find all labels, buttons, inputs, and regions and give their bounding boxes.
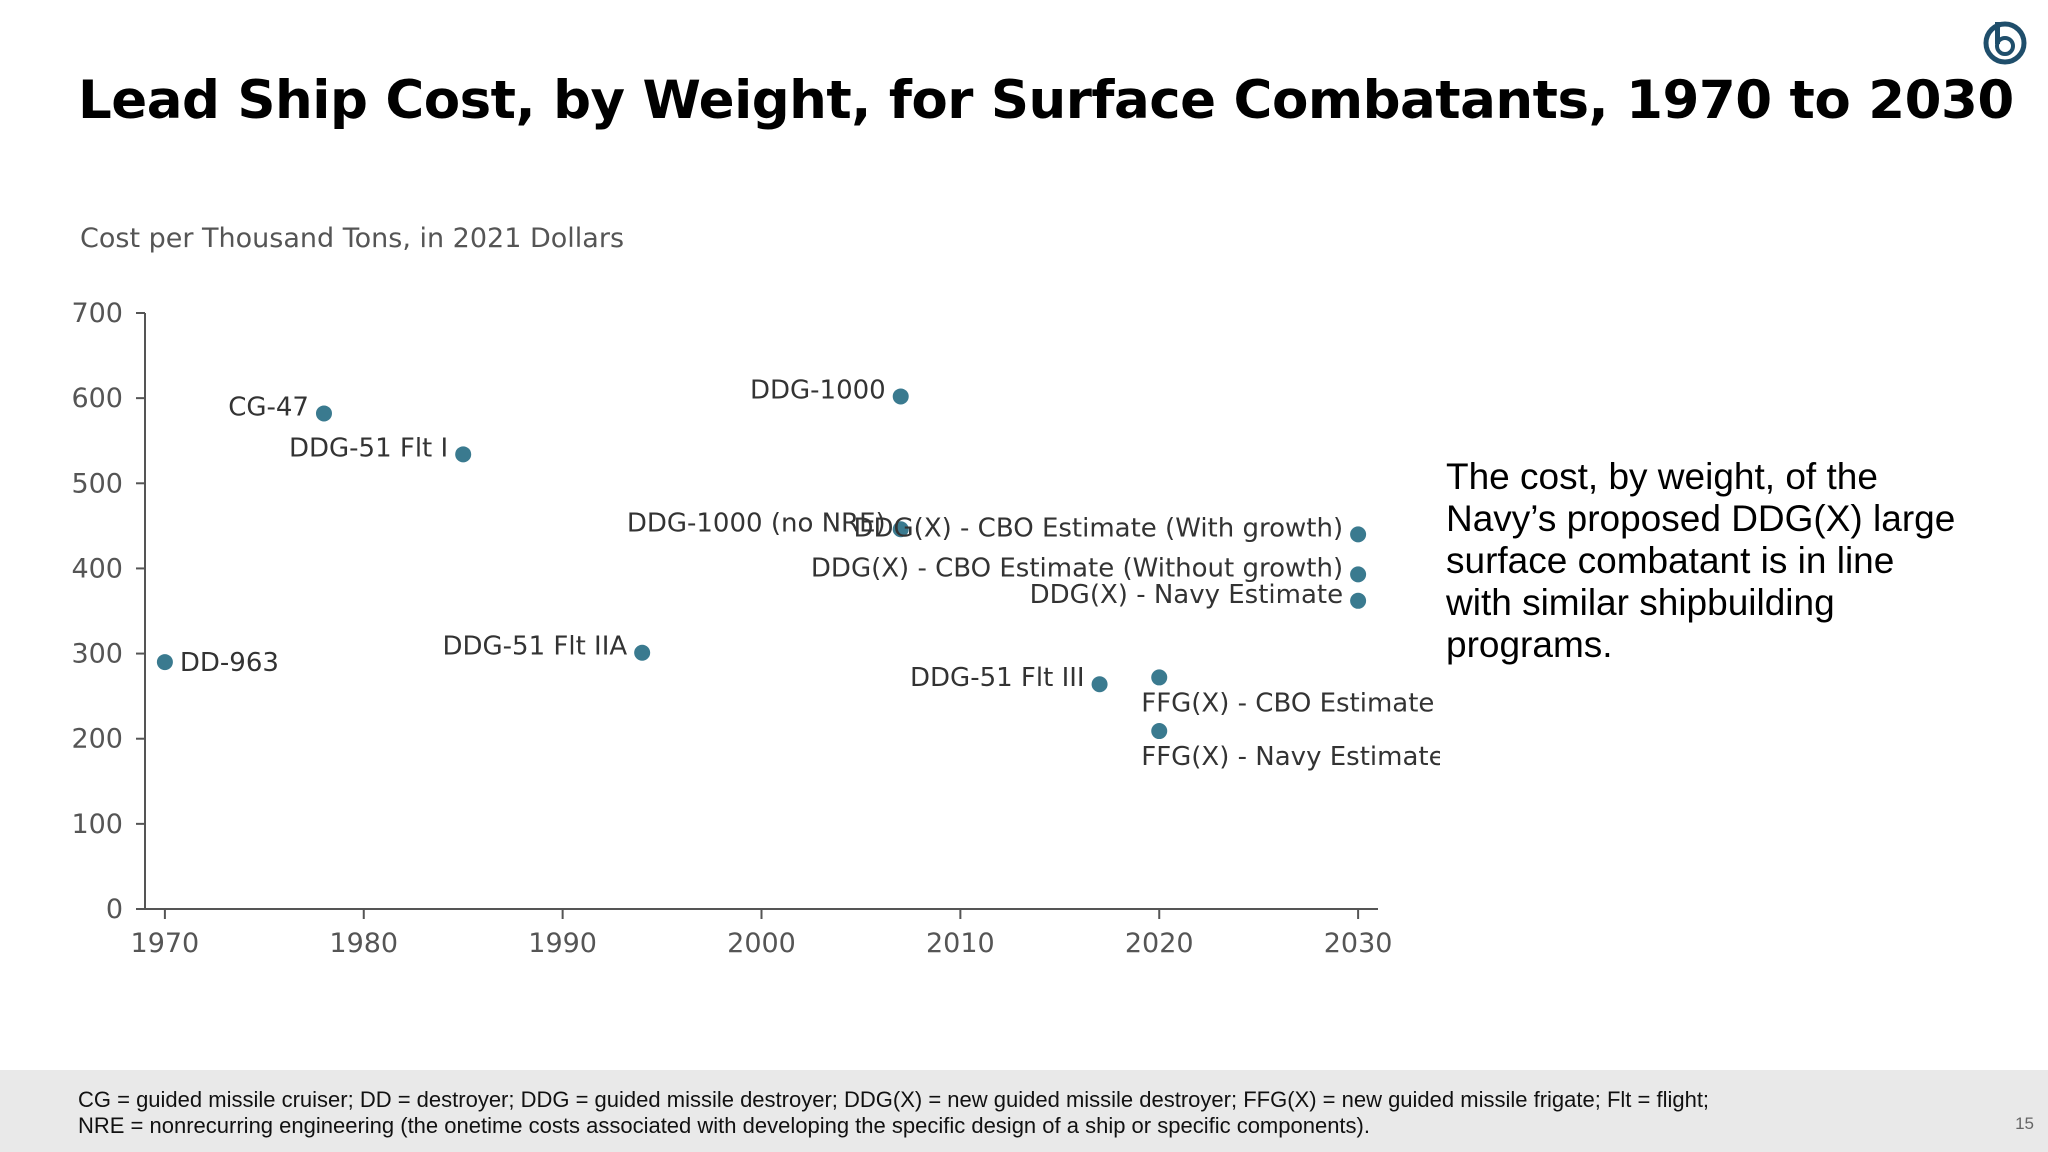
data-point xyxy=(1350,566,1367,583)
footnote-line-1: CG = guided missile cruiser; DD = destro… xyxy=(78,1087,1710,1112)
x-tick-label: 2010 xyxy=(926,928,995,959)
data-point xyxy=(1151,669,1168,686)
data-point-label: CG-47 xyxy=(228,392,309,422)
y-tick-label: 100 xyxy=(71,809,123,840)
data-point-label: DDG(X) - CBO Estimate (Without growth) xyxy=(811,553,1343,583)
data-point xyxy=(892,521,909,538)
data-point xyxy=(634,644,651,661)
y-tick-label: 400 xyxy=(71,553,123,584)
callout-text: The cost, by weight, of the Navy’s propo… xyxy=(1446,456,1956,665)
slide-title: Lead Ship Cost, by Weight, for Surface C… xyxy=(78,70,2014,131)
page-number: 15 xyxy=(2015,1114,2034,1133)
data-point xyxy=(892,388,909,405)
y-tick-label: 500 xyxy=(71,468,123,499)
data-point-label: DDG-51 Flt III xyxy=(910,663,1085,693)
x-tick-label: 1990 xyxy=(528,928,597,959)
cbo-logo-icon xyxy=(1983,21,2027,65)
y-tick-label: 300 xyxy=(71,639,123,670)
x-tick-label: 1980 xyxy=(329,928,398,959)
data-point-label: DDG-1000 (no NRE) xyxy=(627,508,886,538)
footnote-line-2: NRE = nonrecurring engineering (the onet… xyxy=(78,1113,1370,1138)
y-tick-label: 600 xyxy=(71,383,123,414)
data-point xyxy=(1350,526,1367,543)
x-tick-label: 2030 xyxy=(1324,928,1393,959)
footnote: CG = guided missile cruiser; DD = destro… xyxy=(78,1087,1709,1139)
y-axis-label: Cost per Thousand Tons, in 2021 Dollars xyxy=(80,223,624,254)
data-point-label: DDG-51 Flt I xyxy=(289,433,448,463)
data-point xyxy=(1350,592,1367,609)
data-point-label: DDG-51 Flt IIA xyxy=(442,632,627,662)
data-point xyxy=(455,446,472,463)
x-tick-label: 1970 xyxy=(131,928,200,959)
data-point xyxy=(156,654,173,671)
data-point-label: FFG(X) - CBO Estimate xyxy=(1141,688,1434,718)
data-point-label: DDG(X) - CBO Estimate (With growth) xyxy=(853,513,1343,543)
y-tick-label: 700 xyxy=(71,298,123,329)
x-tick-label: 2000 xyxy=(727,928,796,959)
data-point xyxy=(1091,676,1108,693)
data-point-label: DDG(X) - Navy Estimate xyxy=(1030,580,1343,610)
data-point-label: DD-963 xyxy=(180,648,279,678)
y-tick-label: 200 xyxy=(71,724,123,755)
data-point-label: DDG-1000 xyxy=(750,375,886,405)
x-tick-label: 2020 xyxy=(1125,928,1194,959)
data-point xyxy=(315,405,332,422)
data-point-label: FFG(X) - Navy Estimate xyxy=(1141,742,1440,772)
data-point xyxy=(1151,723,1168,740)
y-tick-label: 0 xyxy=(106,894,123,925)
scatter-chart: Cost per Thousand Tons, in 2021 Dollars … xyxy=(71,223,1440,959)
footer-bar: CG = guided missile cruiser; DD = destro… xyxy=(0,1070,2048,1152)
